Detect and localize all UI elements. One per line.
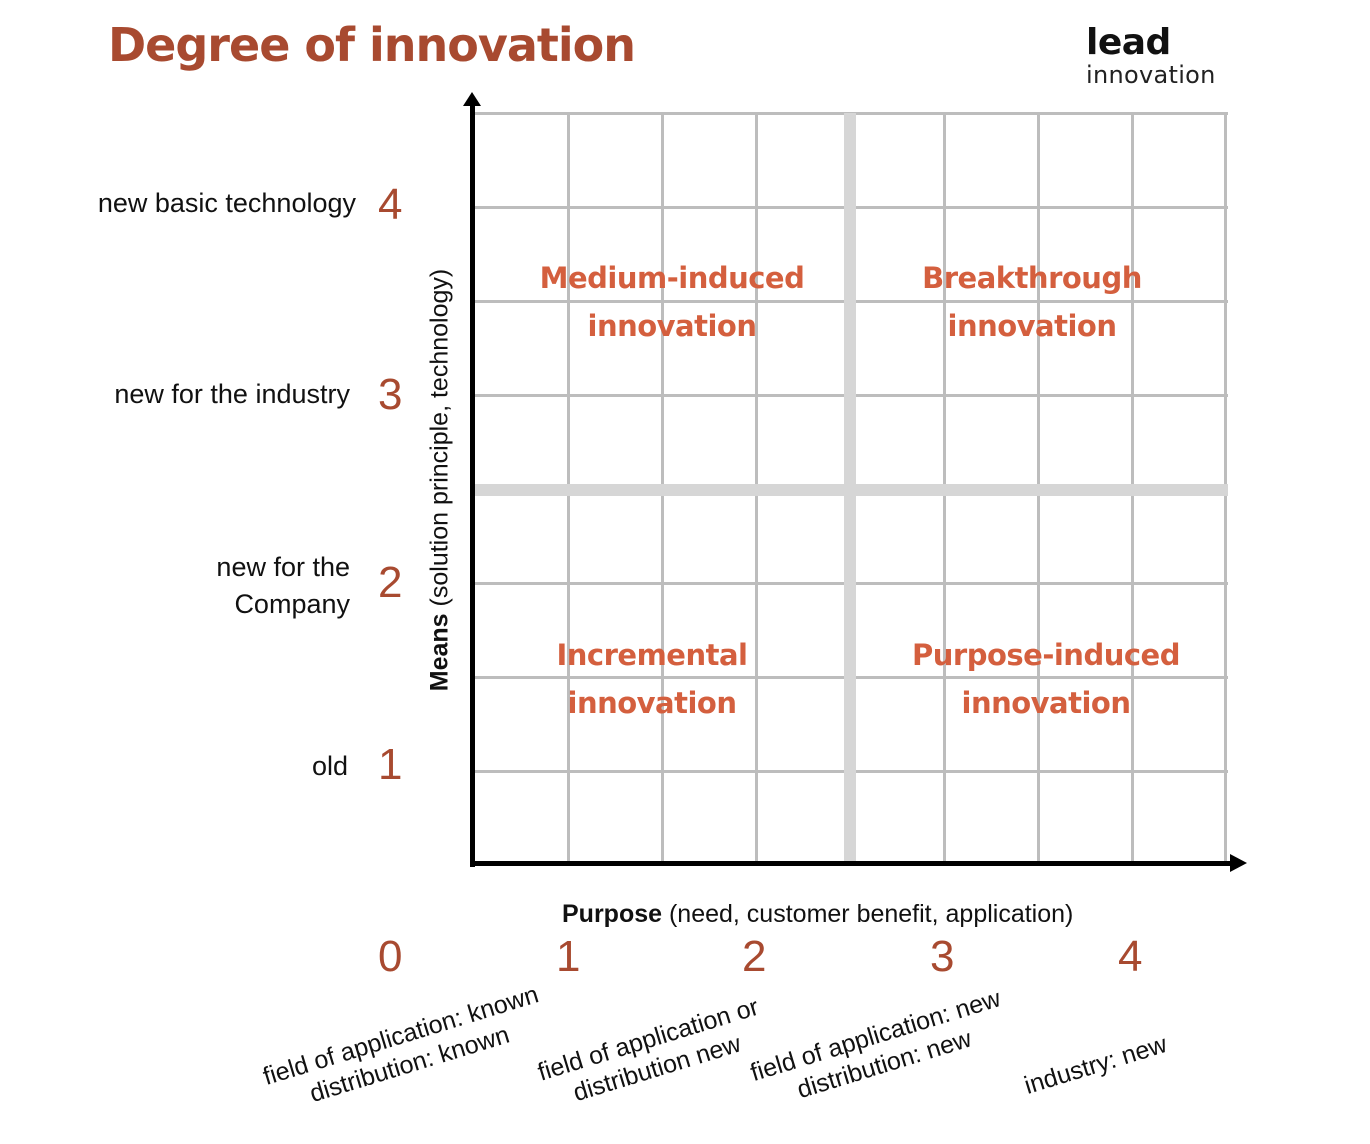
x-tick-value-0: 0 — [378, 932, 403, 981]
y-tick-label-4: new basic technology — [97, 188, 356, 218]
quadrant-incremental: Incremental innovation — [556, 638, 748, 720]
quadrant-breakthrough: Breakthrough innovation — [922, 261, 1142, 343]
x-tick-label-3: field of application: new distribution: … — [747, 984, 1004, 1105]
x-tick-value-4: 4 — [1118, 932, 1143, 981]
y-axis-title: Means (solution principle, technology) — [425, 268, 454, 692]
quadrant-medium-induced: Medium-induced innovation — [539, 261, 805, 343]
x-axis-line — [470, 861, 1232, 866]
y-axis-line — [470, 100, 475, 867]
page-title: Degree of innovation — [108, 18, 636, 72]
x-tick-label-1: field of application: known distribution… — [259, 980, 542, 1109]
y-tick-label-1: old — [311, 751, 348, 781]
y-tick-value-3: 3 — [378, 370, 403, 419]
y-tick-label-2: new for the Company — [216, 552, 350, 619]
y-tick-value-4: 4 — [378, 180, 403, 229]
x-tick-value-1: 1 — [556, 932, 581, 981]
y-tick-label-3: new for the industry — [114, 379, 350, 409]
center-divider-horizontal — [474, 484, 1228, 496]
y-tick-value-2: 2 — [378, 558, 403, 607]
y-axis-arrow-icon — [463, 92, 481, 106]
y-tick-value-1: 1 — [378, 740, 403, 789]
logo-line-2: innovation — [1086, 61, 1216, 89]
x-tick-value-3: 3 — [930, 932, 955, 981]
x-axis-title: Purpose (need, customer benefit, applica… — [562, 900, 1074, 928]
quadrant-purpose-induced: Purpose-induced innovation — [912, 638, 1180, 720]
lead-innovation-logo: lead innovation — [1086, 22, 1216, 89]
logo-line-1: lead — [1086, 22, 1171, 63]
x-tick-label-2: field of application or distribution new — [534, 992, 763, 1108]
x-axis-arrow-icon — [1230, 854, 1247, 872]
x-tick-value-2: 2 — [742, 932, 767, 981]
x-tick-label-4: industry: new — [1021, 1030, 1171, 1100]
